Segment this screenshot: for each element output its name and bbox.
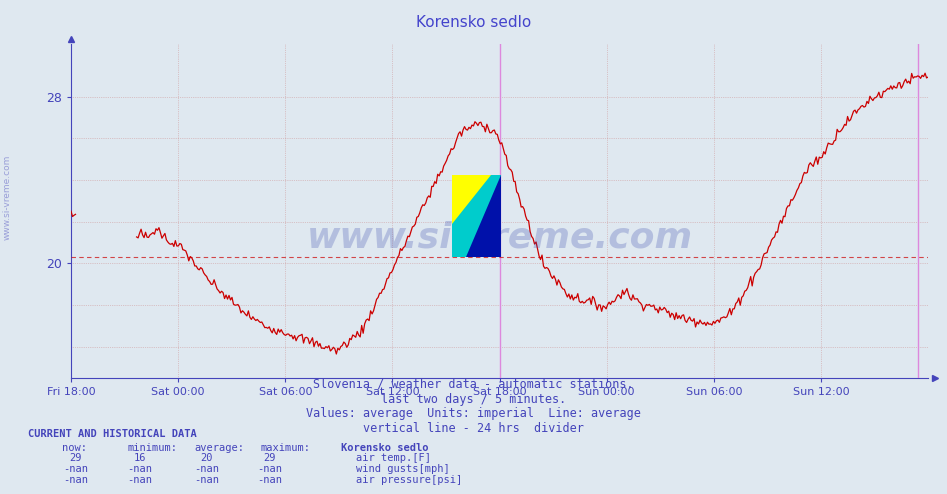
Text: 29: 29 [69, 453, 82, 463]
Text: -nan: -nan [63, 464, 88, 474]
Text: average:: average: [194, 443, 244, 453]
Text: 20: 20 [200, 453, 213, 463]
Text: -nan: -nan [128, 464, 152, 474]
Text: -nan: -nan [258, 475, 282, 485]
Text: -nan: -nan [194, 464, 219, 474]
Text: air pressure[psi]: air pressure[psi] [356, 475, 462, 485]
Text: Korensko sedlo: Korensko sedlo [416, 15, 531, 30]
Text: -nan: -nan [258, 464, 282, 474]
Text: www.si-vreme.com: www.si-vreme.com [307, 221, 692, 255]
Text: now:: now: [62, 443, 86, 453]
Text: www.si-vreme.com: www.si-vreme.com [3, 155, 12, 240]
Text: Slovenia / weather data - automatic stations.: Slovenia / weather data - automatic stat… [313, 378, 634, 391]
Text: wind gusts[mph]: wind gusts[mph] [356, 464, 450, 474]
Text: Values: average  Units: imperial  Line: average: Values: average Units: imperial Line: av… [306, 408, 641, 420]
Polygon shape [467, 175, 501, 257]
Text: -nan: -nan [194, 475, 219, 485]
Text: maximum:: maximum: [260, 443, 311, 453]
Text: last two days / 5 minutes.: last two days / 5 minutes. [381, 393, 566, 406]
Text: -nan: -nan [128, 475, 152, 485]
Text: -nan: -nan [63, 475, 88, 485]
Text: 29: 29 [263, 453, 277, 463]
Text: Korensko sedlo: Korensko sedlo [341, 443, 428, 453]
Text: minimum:: minimum: [128, 443, 178, 453]
Text: CURRENT AND HISTORICAL DATA: CURRENT AND HISTORICAL DATA [28, 429, 197, 439]
Text: 16: 16 [134, 453, 147, 463]
Text: air temp.[F]: air temp.[F] [356, 453, 431, 463]
Polygon shape [452, 175, 501, 257]
Polygon shape [452, 175, 491, 224]
Text: vertical line - 24 hrs  divider: vertical line - 24 hrs divider [363, 422, 584, 435]
